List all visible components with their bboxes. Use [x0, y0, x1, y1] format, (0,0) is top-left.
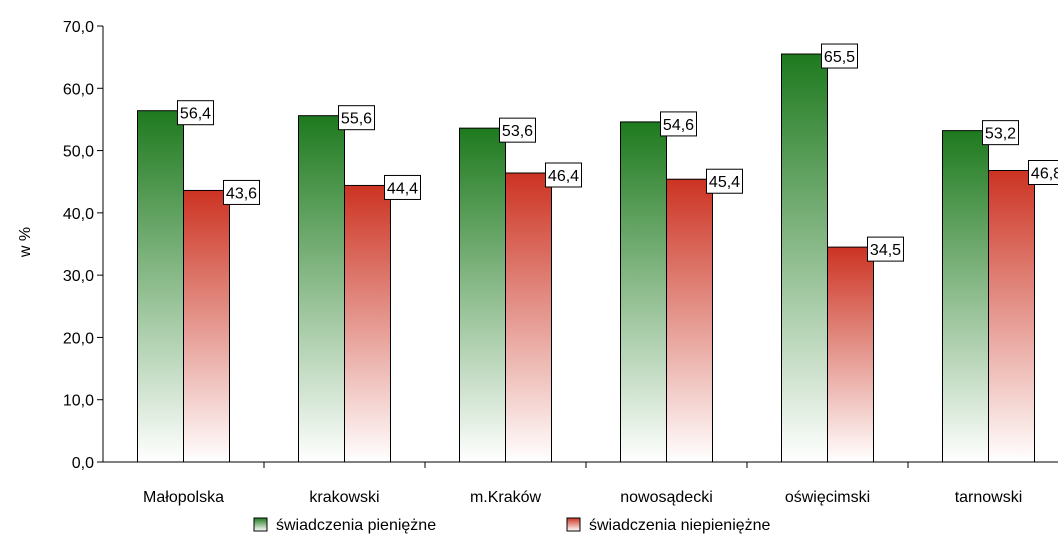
- x-category-label: oświęcimski: [785, 489, 870, 506]
- data-label: 46,4: [548, 168, 579, 185]
- data-label: 46,8: [1031, 166, 1058, 183]
- bar-cash-2: [460, 128, 506, 462]
- bar-cash-4: [782, 54, 828, 462]
- data-label: 54,6: [663, 117, 694, 134]
- y-tick-label: 0,0: [72, 455, 94, 472]
- y-tick-label: 20,0: [63, 330, 94, 347]
- data-label: 44,4: [387, 180, 418, 197]
- bar-noncash-4: [828, 247, 874, 462]
- legend-swatch-noncash: [567, 518, 580, 531]
- y-tick-label: 70,0: [63, 19, 94, 36]
- y-tick-label: 30,0: [63, 268, 94, 285]
- data-label: 43,6: [226, 185, 257, 202]
- bar-noncash-2: [506, 173, 552, 462]
- x-category-label: krakowski: [309, 489, 379, 506]
- legend: świadczenia pieniężne świadczenia niepie…: [254, 517, 771, 534]
- x-category-label: nowosądecki: [620, 489, 713, 506]
- data-label: 65,5: [824, 49, 855, 66]
- x-category-label: Małopolska: [143, 489, 224, 506]
- bar-cash-0: [138, 111, 184, 462]
- bar-noncash-3: [667, 179, 713, 462]
- x-category-label: tarnowski: [955, 489, 1023, 506]
- bar-cash-3: [621, 122, 667, 462]
- bar-cash-1: [299, 116, 345, 462]
- data-label: 53,2: [985, 126, 1016, 143]
- legend-label-cash: świadczenia pieniężne: [276, 517, 436, 534]
- y-tick-label: 40,0: [63, 206, 94, 223]
- legend-label-noncash: świadczenia niepieniężne: [589, 517, 771, 534]
- data-label: 45,4: [709, 174, 740, 191]
- data-label: 53,6: [502, 123, 533, 140]
- data-label: 56,4: [180, 106, 211, 123]
- data-label: 55,6: [341, 111, 372, 128]
- y-axis-title: w %: [17, 227, 34, 258]
- data-label: 34,5: [870, 242, 901, 259]
- bar-noncash-5: [989, 171, 1035, 462]
- y-tick-label: 60,0: [63, 81, 94, 98]
- y-tick-label: 10,0: [63, 393, 94, 410]
- y-tick-label: 50,0: [63, 144, 94, 161]
- legend-swatch-cash: [254, 518, 267, 531]
- bar-cash-5: [943, 131, 989, 462]
- bar-noncash-1: [345, 185, 391, 462]
- x-category-label: m.Kraków: [470, 489, 542, 506]
- bar-noncash-0: [184, 190, 230, 462]
